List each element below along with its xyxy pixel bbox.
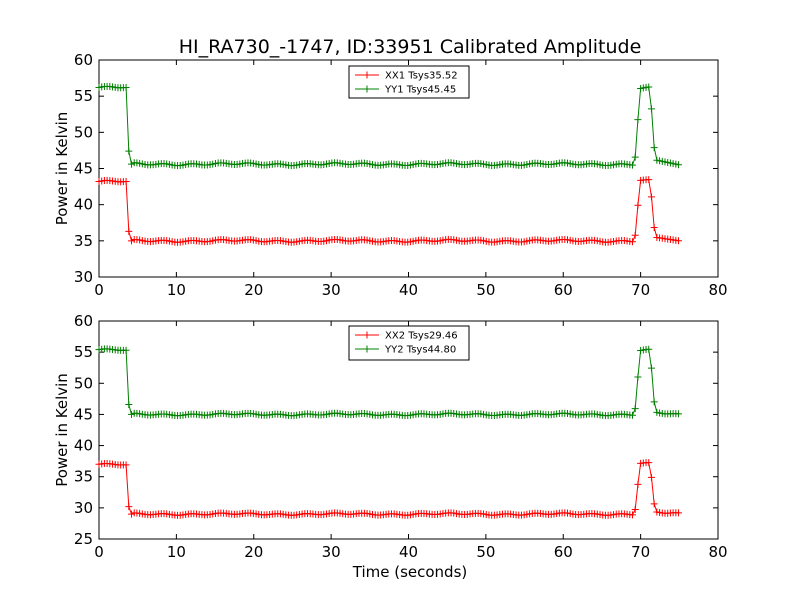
data-point — [634, 201, 642, 209]
data-point — [675, 161, 683, 169]
y-axis-label: Power in Kelvin — [53, 373, 71, 487]
data-point — [647, 105, 655, 113]
series-line — [98, 462, 679, 516]
x-axis-label: Time (seconds) — [352, 563, 468, 581]
y-tick-label: 50 — [74, 374, 93, 392]
data-point — [629, 161, 637, 169]
y-tick-label: 25 — [74, 530, 93, 548]
x-tick-label: 0 — [94, 543, 104, 561]
data-point — [122, 83, 130, 91]
data-point — [122, 346, 130, 354]
y-tick-label: 30 — [74, 268, 93, 286]
y-tick-label: 60 — [74, 51, 93, 69]
data-point — [125, 147, 133, 155]
data-point — [650, 500, 658, 508]
data-point — [122, 178, 130, 186]
series-yy2 — [95, 345, 683, 420]
data-point — [650, 144, 658, 152]
data-point — [629, 511, 637, 519]
y-tick-label: 40 — [74, 437, 93, 455]
data-point — [647, 193, 655, 201]
data-point — [631, 506, 639, 514]
x-tick-label: 20 — [244, 543, 263, 561]
legend: XX1 Tsys35.52 YY1 Tsys45.45 — [348, 65, 470, 99]
x-tick-label: 80 — [708, 543, 727, 561]
x-tick-label: 10 — [167, 543, 186, 561]
data-point — [634, 373, 642, 381]
data-point — [645, 345, 653, 353]
series-xx1 — [95, 176, 683, 246]
x-tick-label: 60 — [554, 281, 573, 299]
data-point — [629, 238, 637, 246]
data-point — [675, 410, 683, 418]
x-tick-label: 40 — [399, 543, 418, 561]
data-point — [650, 398, 658, 406]
data-point — [645, 459, 653, 467]
data-point — [631, 231, 639, 239]
data-point — [631, 405, 639, 413]
series-yy1 — [95, 82, 683, 170]
y-axis-label: Power in Kelvin — [53, 112, 71, 226]
figure-title: HI_RA730_-1747, ID:33951 Calibrated Ampl… — [179, 36, 642, 58]
legend-marker — [363, 345, 371, 353]
x-tick-label: 30 — [322, 281, 341, 299]
legend-marker — [363, 331, 371, 339]
data-point — [675, 509, 683, 517]
x-tick-label: 70 — [631, 281, 650, 299]
x-tick-label: 60 — [554, 543, 573, 561]
data-point — [647, 364, 655, 372]
legend-marker — [363, 71, 371, 79]
y-tick-label: 35 — [74, 468, 93, 486]
x-tick-label: 50 — [476, 543, 495, 561]
y-tick-label: 35 — [74, 232, 93, 250]
top-subplot: 0 10 20 30 40 50 60 70 80 30 35 40 45 50 55 60 Power in … — [53, 51, 728, 299]
legend: XX2 Tsys29.46 YY2 Tsys44.80 — [348, 325, 470, 361]
y-tick-label: 60 — [74, 312, 93, 330]
data-point — [629, 411, 637, 419]
x-tick-label: 70 — [631, 543, 650, 561]
data-point — [645, 83, 653, 91]
data-point — [675, 237, 683, 245]
data-point — [645, 176, 653, 184]
x-tick-label: 20 — [244, 281, 263, 299]
y-tick-label: 40 — [74, 196, 93, 214]
x-tick-label: 80 — [708, 281, 727, 299]
y-tick-label: 45 — [74, 160, 93, 178]
data-point — [122, 461, 130, 469]
y-tick-label: 55 — [74, 87, 93, 105]
data-point — [631, 153, 639, 161]
y-tick-label: 50 — [74, 123, 93, 141]
x-tick-label: 0 — [94, 281, 104, 299]
x-tick-label: 10 — [167, 281, 186, 299]
data-point — [125, 400, 133, 408]
x-tick-label: 30 — [322, 543, 341, 561]
data-point — [634, 116, 642, 124]
y-tick-label: 55 — [74, 343, 93, 361]
series-xx2 — [95, 459, 683, 519]
legend-label: YY1 Tsys45.45 — [384, 85, 456, 96]
data-point — [650, 224, 658, 232]
data-point — [125, 503, 133, 511]
y-tick-label: 30 — [74, 499, 93, 517]
legend-box — [348, 325, 470, 361]
legend-marker — [363, 85, 371, 93]
data-point — [634, 480, 642, 488]
series-line — [98, 179, 679, 243]
legend-label: XX2 Tsys29.46 — [385, 331, 458, 342]
bottom-subplot: 0 10 20 30 40 50 60 70 80 25 30 35 40 45 50 55 60 Power i… — [53, 312, 728, 561]
legend-label: XX1 Tsys35.52 — [385, 71, 458, 82]
data-point — [647, 473, 655, 481]
legend-label: YY2 Tsys44.80 — [384, 345, 456, 356]
legend-box — [348, 65, 470, 99]
x-tick-label: 40 — [399, 281, 418, 299]
x-tick-label: 50 — [476, 281, 495, 299]
data-point — [125, 227, 133, 235]
y-tick-label: 45 — [74, 405, 93, 423]
